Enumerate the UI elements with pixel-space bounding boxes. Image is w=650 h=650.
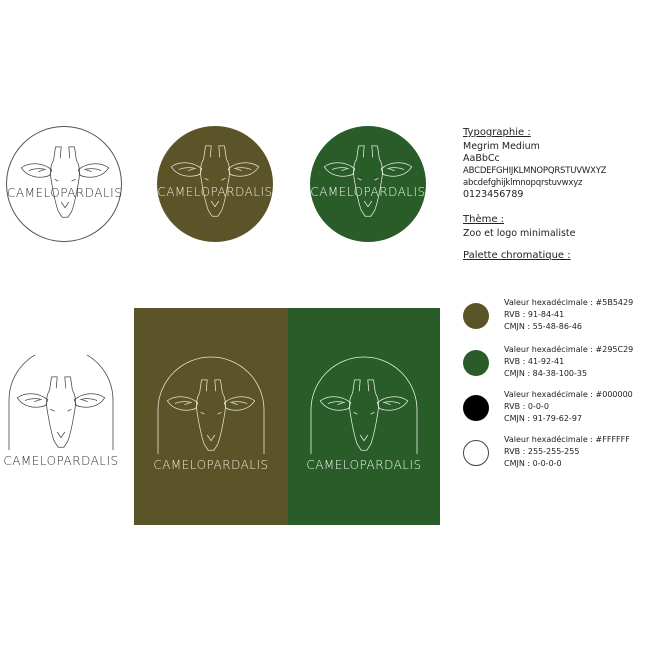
giraffe-head-icon xyxy=(323,145,413,217)
giraffe-head-icon xyxy=(170,145,260,217)
font-sample-digits: 0123456789 xyxy=(463,189,524,200)
palette-heading: Palette chromatique : xyxy=(463,250,571,261)
palette-cmjn: CMJN : 55-48-86-46 xyxy=(504,322,582,331)
font-sample-uppercase: ABCDEFGHIJKLMNOPQRSTUVWXYZ xyxy=(463,166,607,176)
palette-cmjn: CMJN : 84-38-100-35 xyxy=(504,369,588,378)
palette-rvb: RVB : 255-255-255 xyxy=(504,447,580,456)
palette-hex: Valeur hexadécimale : #295C29 xyxy=(504,345,634,354)
logo-circle-olive: CAMELOPARDALIS xyxy=(157,126,273,242)
logo-wordmark: CAMELOPARDALIS xyxy=(157,185,273,199)
logo-panel-olive: CAMELOPARDALIS xyxy=(134,308,288,525)
giraffe-arch-icon xyxy=(157,356,265,454)
logo-wordmark: CAMELOPARDALIS xyxy=(3,454,119,468)
color-swatch xyxy=(463,395,489,421)
giraffe-arch-icon xyxy=(310,356,418,454)
logo-circle-white: CAMELOPARDALIS xyxy=(6,126,122,242)
logo-circle-green: CAMELOPARDALIS xyxy=(310,126,426,242)
font-name: Megrim Medium xyxy=(463,141,540,152)
palette-cmjn: CMJN : 91-79-62-97 xyxy=(504,414,582,423)
palette-rvb: RVB : 41-92-41 xyxy=(504,357,565,366)
palette-hex: Valeur hexadécimale : #5B5429 xyxy=(504,298,634,307)
logo-wordmark: CAMELOPARDALIS xyxy=(153,458,269,472)
logo-panel-green: CAMELOPARDALIS xyxy=(288,308,440,525)
giraffe-head-icon xyxy=(20,146,110,218)
color-swatch xyxy=(463,350,489,376)
color-swatch xyxy=(463,303,489,329)
font-sample-lowercase: abcdefghijklmnopqrstuvwxyz xyxy=(463,178,583,188)
giraffe-arch-icon xyxy=(8,355,114,450)
font-sample-pairs: AaBbCc xyxy=(463,153,500,164)
palette-cmjn: CMJN : 0-0-0-0 xyxy=(504,459,562,468)
palette-rvb: RVB : 0-0-0 xyxy=(504,402,549,411)
palette-rvb: RVB : 91-84-41 xyxy=(504,310,565,319)
logo-wordmark: CAMELOPARDALIS xyxy=(306,458,422,472)
theme-value: Zoo et logo minimaliste xyxy=(463,228,576,239)
theme-heading: Thème : xyxy=(463,214,505,225)
typography-heading: Typographie : xyxy=(463,127,531,138)
logo-arch-white: CAMELOPARDALIS xyxy=(0,355,122,475)
color-swatch xyxy=(463,440,489,466)
style-guide-info: Typographie : Megrim Medium AaBbCc ABCDE… xyxy=(463,127,648,264)
logo-wordmark: CAMELOPARDALIS xyxy=(7,186,123,200)
logo-wordmark: CAMELOPARDALIS xyxy=(310,185,426,199)
palette-hex: Valeur hexadécimale : #000000 xyxy=(504,390,633,399)
palette-hex: Valeur hexadécimale : #FFFFFF xyxy=(504,435,630,444)
